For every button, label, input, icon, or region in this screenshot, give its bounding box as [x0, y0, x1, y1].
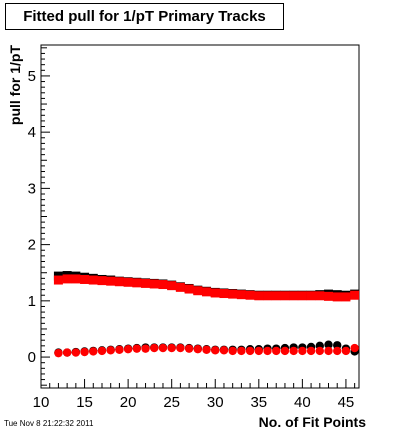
data-point-series-4 — [80, 347, 89, 357]
data-point-series-2 — [141, 278, 151, 288]
data-point-series-2 — [289, 291, 299, 301]
x-axis-ticks: 10 15 20 25 30 35 40 45 — [33, 379, 356, 411]
data-point-series-2 — [228, 289, 238, 299]
data-point-series-3 — [324, 340, 333, 349]
data-point-series-4 — [280, 346, 290, 356]
y-tick-label: 5 — [28, 68, 36, 85]
data-point-series-4 — [62, 348, 72, 357]
x-tick-label: 20 — [120, 394, 137, 411]
data-point-series-4 — [245, 346, 255, 356]
data-point-series-4 — [167, 343, 176, 353]
data-point-series-2 — [236, 290, 246, 300]
data-point-series-4 — [132, 344, 142, 353]
data-point-series-4 — [193, 345, 203, 354]
data-point-series-4 — [350, 343, 359, 353]
data-point-series-4 — [141, 344, 150, 353]
data-point-series-2 — [193, 286, 203, 296]
data-point-series-2 — [106, 276, 116, 286]
data-point-series-2 — [71, 274, 81, 284]
y-tick-label: 1 — [28, 293, 36, 310]
x-tick-label: 45 — [338, 394, 355, 411]
plot-frame — [40, 44, 360, 389]
data-markers — [53, 271, 360, 358]
data-point-series-4 — [228, 346, 237, 356]
y-tick-label: 4 — [28, 124, 36, 141]
y-tick-label: 2 — [28, 237, 36, 254]
data-point-series-2 — [254, 291, 264, 301]
data-point-series-2 — [62, 274, 72, 284]
data-point-series-2 — [149, 279, 159, 289]
data-point-series-2 — [324, 291, 334, 301]
data-point-series-4 — [324, 346, 333, 356]
data-point-series-2 — [53, 275, 63, 285]
data-point-series-4 — [211, 346, 220, 355]
data-point-series-4 — [333, 346, 342, 356]
data-point-series-2 — [132, 278, 142, 288]
data-point-series-4 — [158, 343, 168, 353]
chart-title: Fitted pull for 1/pT Primary Tracks — [23, 8, 266, 25]
x-tick-label: 30 — [207, 394, 224, 411]
x-tick-label: 40 — [294, 394, 311, 411]
data-point-series-4 — [54, 348, 63, 358]
data-point-series-2 — [297, 291, 307, 301]
data-point-series-4 — [97, 346, 107, 356]
data-point-series-2 — [97, 276, 107, 286]
data-point-series-4 — [150, 343, 159, 353]
y-tick-label: 3 — [28, 180, 36, 197]
data-point-series-4 — [106, 346, 115, 355]
data-point-series-4 — [289, 346, 298, 356]
data-point-series-2 — [341, 292, 351, 302]
data-point-series-4 — [71, 348, 81, 357]
x-tick-label: 35 — [250, 394, 267, 411]
data-point-series-2 — [167, 281, 177, 291]
data-point-series-2 — [175, 282, 185, 292]
y-axis-ticks: 0 1 2 3 4 5 — [28, 47, 50, 386]
data-point-series-2 — [332, 292, 342, 302]
data-point-series-2 — [210, 288, 220, 298]
data-point-series-4 — [89, 347, 98, 356]
data-point-series-2 — [114, 277, 124, 287]
data-point-series-4 — [263, 346, 272, 356]
data-point-series-4 — [315, 346, 324, 356]
data-point-series-4 — [298, 346, 307, 356]
data-point-series-2 — [158, 280, 168, 290]
data-point-series-4 — [254, 346, 264, 356]
data-point-series-2 — [202, 287, 212, 297]
y-tick-label: 0 — [28, 349, 36, 366]
data-point-series-4 — [272, 346, 281, 356]
data-point-series-4 — [184, 344, 194, 353]
data-point-series-4 — [176, 343, 185, 353]
data-point-series-2 — [280, 291, 290, 301]
data-point-series-4 — [219, 346, 229, 355]
data-point-series-2 — [80, 274, 90, 284]
data-point-series-2 — [245, 290, 255, 300]
data-point-series-4 — [237, 346, 246, 356]
x-tick-label: 15 — [76, 394, 93, 411]
data-point-series-2 — [350, 290, 360, 300]
data-point-series-2 — [184, 284, 194, 294]
x-axis-label: No. of Fit Points — [259, 414, 367, 430]
data-point-series-2 — [88, 275, 98, 285]
data-point-series-4 — [202, 345, 211, 354]
chart-title-box: Fitted pull for 1/pT Primary Tracks — [5, 3, 284, 30]
data-point-series-2 — [263, 291, 273, 301]
data-point-series-4 — [123, 345, 133, 354]
data-point-series-4 — [306, 346, 316, 356]
data-point-series-2 — [123, 277, 133, 287]
data-point-series-4 — [115, 345, 124, 354]
x-tick-label: 10 — [33, 394, 50, 411]
data-point-series-4 — [341, 346, 351, 356]
timestamp: Tue Nov 8 21:22:32 2011 — [4, 419, 94, 428]
data-point-series-2 — [306, 291, 316, 301]
x-tick-label: 25 — [163, 394, 180, 411]
y-axis-label: pull for 1/pT — [7, 45, 23, 126]
data-point-series-2 — [315, 291, 325, 301]
data-point-series-2 — [271, 291, 281, 301]
data-point-series-2 — [219, 289, 229, 299]
